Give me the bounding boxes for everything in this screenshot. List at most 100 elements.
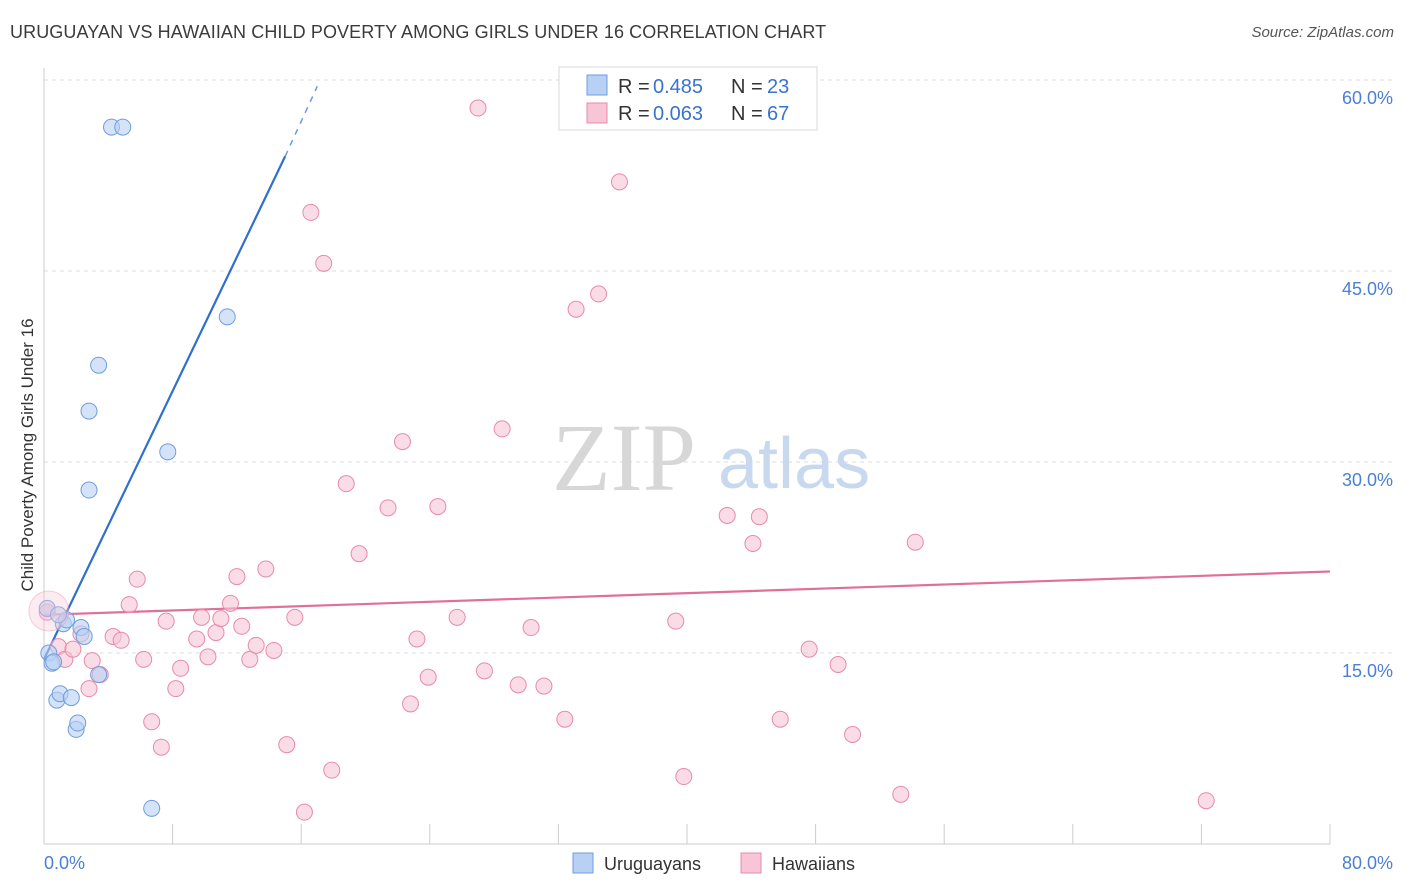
hawaiian-point (188, 630, 206, 648)
uruguayan-trend-line (43, 155, 287, 660)
hawaiian-point (844, 725, 862, 743)
legend: R = 0.485 N = 23 R = 0.063 N = 67 (558, 66, 818, 131)
hawaiian-point (199, 648, 217, 666)
series-legend: Uruguayans Hawaiians (572, 852, 855, 874)
hawaiian-point (323, 761, 341, 779)
hawaiian-point (193, 608, 211, 626)
hawaiian-point (278, 736, 296, 754)
hawaiian-point (408, 630, 426, 648)
y-axis-label: Child Poverty Among Girls Under 16 (18, 318, 37, 591)
hawaiian-point (675, 768, 693, 786)
hawaiian-point (750, 508, 768, 526)
watermark-atlas: atlas (718, 424, 870, 504)
hawaiian-point (295, 803, 313, 821)
uruguayan-point (80, 481, 98, 499)
hawaiian-point (152, 738, 170, 756)
hawaiian-point (64, 640, 82, 658)
y-tick-labels: 15.0% 30.0% 45.0% 60.0% (1342, 88, 1393, 681)
data-points (28, 99, 1215, 821)
hawaiian-point (112, 631, 130, 649)
hawaiian-point (302, 203, 320, 221)
hawaiian-point (135, 650, 153, 668)
hawaiian-point (771, 710, 789, 728)
axes (43, 68, 1331, 845)
hawaiian-point (172, 659, 190, 677)
hawaiian-point (567, 300, 585, 318)
hawaiian-point (590, 285, 608, 303)
series-swatch-uruguayans (572, 852, 594, 874)
hawaiian-point (509, 676, 527, 694)
x-tick-label-max: 80.0% (1342, 853, 1393, 873)
hawaiian-point (493, 420, 511, 438)
hawaiian-point (379, 499, 397, 517)
hawaiian-point (892, 785, 910, 803)
hawaiian-point (535, 677, 553, 695)
hawaiian-point (610, 173, 628, 191)
series-label-hawaiians: Hawaiians (772, 854, 855, 874)
uruguayan-point (143, 799, 161, 817)
uruguayan-point (90, 356, 108, 374)
y-tick-label: 15.0% (1342, 661, 1393, 681)
legend-r-label-1: R = (618, 76, 650, 98)
hawaiian-point (241, 650, 259, 668)
uruguayan-trend-extension (284, 86, 318, 157)
hawaiian-point (667, 612, 685, 630)
chart-title: URUGUAYAN VS HAWAIIAN CHILD POVERTY AMON… (10, 22, 827, 42)
x-tick-label-min: 0.0% (44, 853, 85, 873)
hawaiian-point (228, 568, 246, 586)
hawaiian-point (221, 594, 239, 612)
hawaiian-trend-line (43, 570, 1331, 616)
legend-n-label-2: N = (731, 103, 763, 125)
uruguayan-point (159, 443, 177, 461)
hawaiian-point (233, 617, 251, 635)
hawaiian-point (247, 636, 265, 654)
hawaiian-point (744, 534, 762, 552)
uruguayan-point (90, 666, 108, 684)
uruguayan-point (75, 627, 93, 645)
hawaiian-point (402, 695, 420, 713)
trend-lines (43, 86, 1331, 660)
hawaiian-point (167, 680, 185, 698)
hawaiian-point (157, 612, 175, 630)
uruguayan-point (80, 402, 98, 420)
watermark-zip: ZIP (552, 404, 696, 511)
uruguayan-point (69, 714, 87, 732)
hawaiian-point (829, 655, 847, 673)
hawaiian-point (393, 433, 411, 451)
hawaiian-point (265, 641, 283, 659)
uruguayan-point (49, 606, 67, 624)
legend-n-label-1: N = (731, 76, 763, 98)
hawaiian-point (120, 596, 138, 614)
legend-r-label-2: R = (618, 103, 650, 125)
legend-r-value-1: 0.485 (653, 76, 703, 98)
hawaiian-point (522, 619, 540, 637)
grid-lines (44, 79, 1393, 654)
hawaiian-point (906, 533, 924, 551)
hawaiian-point (80, 680, 98, 698)
hawaiian-point (143, 713, 161, 731)
uruguayan-point (114, 118, 132, 136)
legend-swatch-hawaiians (586, 102, 608, 124)
legend-swatch-uruguayans (586, 74, 608, 96)
hawaiian-point (83, 652, 101, 670)
source-credit: Source: ZipAtlas.com (1251, 24, 1394, 41)
uruguayan-point (62, 689, 80, 707)
hawaiian-point (800, 640, 818, 658)
series-swatch-hawaiians (740, 852, 762, 874)
watermark: ZIP atlas (552, 404, 870, 511)
hawaiian-point (315, 254, 333, 272)
hawaiian-point (257, 560, 275, 578)
y-tick-label: 30.0% (1342, 470, 1393, 490)
legend-r-value-2: 0.063 (653, 103, 703, 125)
hawaiian-point (286, 608, 304, 626)
hawaiian-point (718, 506, 736, 524)
hawaiian-point (556, 710, 574, 728)
series-label-uruguayans: Uruguayans (604, 854, 701, 874)
hawaiian-point-large (28, 590, 70, 632)
hawaiian-point (419, 668, 437, 686)
hawaiian-point (337, 475, 355, 493)
uruguayan-point (45, 653, 63, 671)
hawaiian-point (429, 498, 447, 516)
hawaiian-point (475, 662, 493, 680)
hawaiian-point (350, 545, 368, 563)
